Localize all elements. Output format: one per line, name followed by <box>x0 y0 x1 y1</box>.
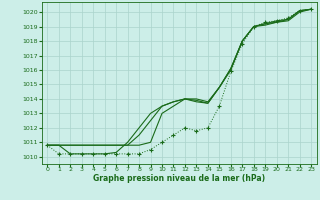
X-axis label: Graphe pression niveau de la mer (hPa): Graphe pression niveau de la mer (hPa) <box>93 174 265 183</box>
